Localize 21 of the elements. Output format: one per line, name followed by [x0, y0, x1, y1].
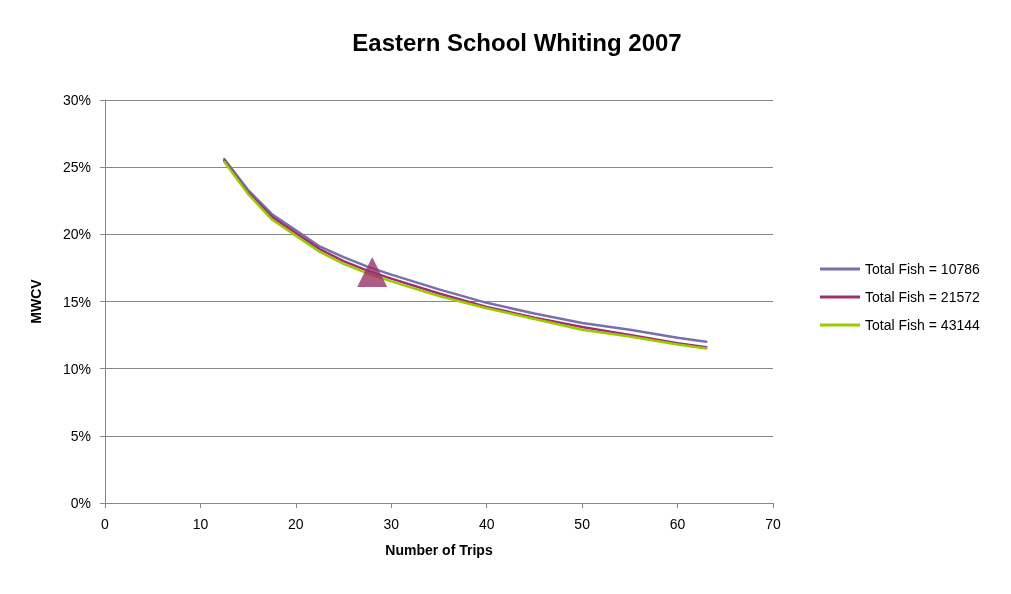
y-axis-title: MWCV — [28, 278, 44, 324]
x-tick-label: 30 — [383, 516, 400, 532]
x-tick-label: 70 — [765, 516, 781, 532]
y-tick-label: 10% — [62, 360, 91, 377]
y-tick-label: 20% — [62, 226, 91, 243]
x-tick-label: 20 — [288, 516, 304, 532]
x-tick-label: 0 — [101, 516, 110, 532]
y-tick-label: 30% — [62, 92, 91, 108]
x-tick-label: 60 — [669, 516, 686, 532]
legend-label: Total Fish = 21572 — [865, 289, 981, 305]
x-tick-label: 50 — [574, 516, 591, 532]
x-axis-title: Number of Trips — [385, 542, 493, 558]
y-tick-label: 0% — [70, 495, 91, 511]
y-tick-label: 25% — [62, 159, 91, 176]
x-tick-label: 10 — [192, 516, 209, 532]
y-tick-label: 15% — [62, 293, 91, 310]
chart-title: Eastern School Whiting 2007 — [352, 28, 682, 56]
y-tick-label: 5% — [70, 427, 91, 444]
legend-label: Total Fish = 10786 — [865, 261, 981, 277]
legend-label: Total Fish = 43144 — [865, 317, 981, 333]
x-tick-label: 40 — [478, 516, 495, 532]
